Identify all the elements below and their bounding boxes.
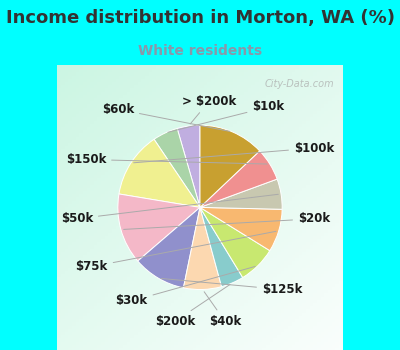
Text: $200k: $200k xyxy=(155,285,230,328)
Text: City-Data.com: City-Data.com xyxy=(264,79,334,89)
Wedge shape xyxy=(200,207,270,278)
Text: $60k: $60k xyxy=(102,103,230,131)
Text: $75k: $75k xyxy=(76,231,276,273)
Text: $40k: $40k xyxy=(204,292,241,328)
Text: $10k: $10k xyxy=(168,100,284,132)
Wedge shape xyxy=(154,128,200,207)
Text: > $200k: > $200k xyxy=(182,95,236,124)
Text: $100k: $100k xyxy=(134,141,334,163)
Wedge shape xyxy=(200,207,243,287)
Text: $150k: $150k xyxy=(66,153,267,166)
Wedge shape xyxy=(119,139,200,207)
Text: $20k: $20k xyxy=(124,212,330,229)
Text: White residents: White residents xyxy=(138,43,262,57)
Wedge shape xyxy=(184,207,222,289)
Wedge shape xyxy=(200,179,282,209)
Wedge shape xyxy=(200,125,260,207)
Text: $125k: $125k xyxy=(161,279,302,296)
Text: $50k: $50k xyxy=(61,194,278,225)
Wedge shape xyxy=(118,194,200,261)
Text: $30k: $30k xyxy=(116,266,255,307)
Wedge shape xyxy=(200,207,282,251)
Wedge shape xyxy=(138,207,200,288)
Text: Income distribution in Morton, WA (%): Income distribution in Morton, WA (%) xyxy=(6,9,394,27)
Wedge shape xyxy=(177,125,200,207)
Wedge shape xyxy=(200,151,277,207)
